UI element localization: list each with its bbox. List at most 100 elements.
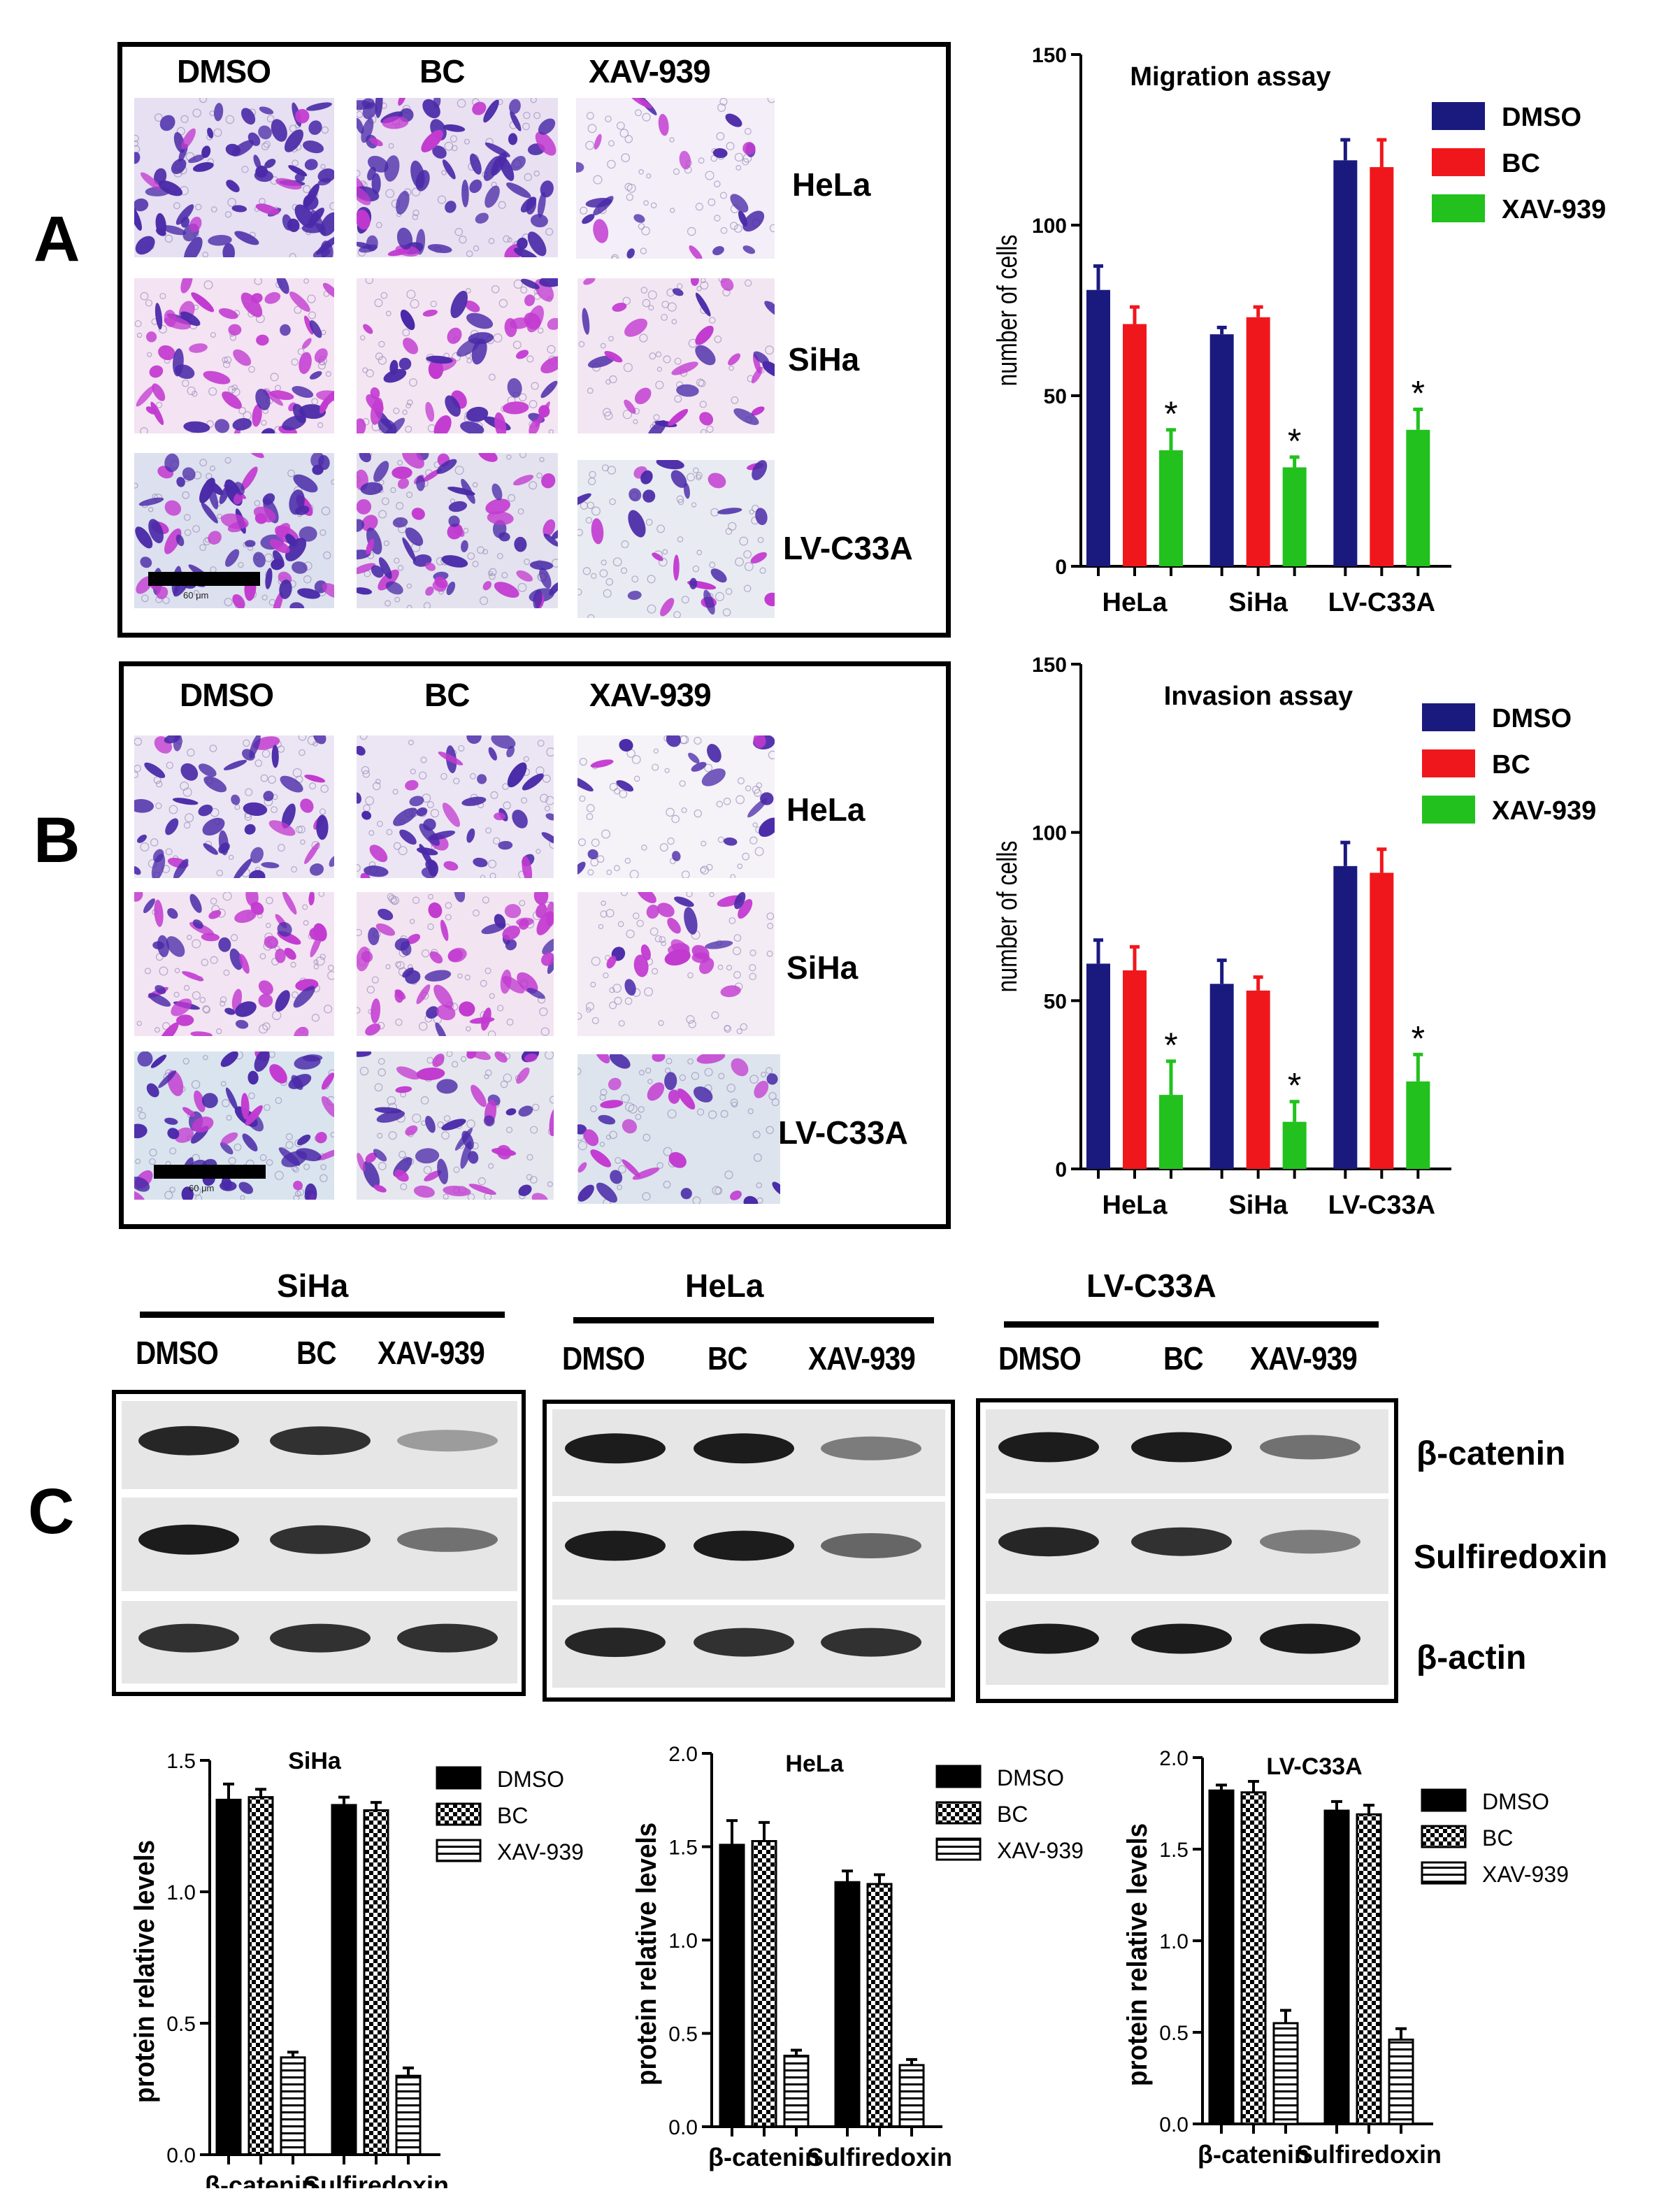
bar-bc [1240,1791,1267,2125]
bar-dmso [1086,963,1110,1169]
blot-title-underline [1004,1321,1379,1328]
hela-protein-chart: 0.0 0.5 1.0 1.5 2.0 protein relative levels He… [631,1743,1084,2171]
protein-band [694,1530,794,1561]
y-tick-label: 0.5 [668,2023,698,2046]
y-axis-label: number of cells [991,235,1023,387]
y-tick-label: 1.0 [1159,1930,1189,1953]
y-tick-label: 0 [1055,556,1067,579]
legend-swatch [1422,703,1475,731]
x-category-label: LV-C33A [1328,1191,1435,1220]
bar-bc [866,1883,893,2128]
chart-title: LV-C33A [1266,1753,1362,1780]
y-tick-label: 0 [1055,1158,1067,1182]
x-category-label: Sulfiredoxin [1296,2140,1442,2169]
micrograph-image [134,278,334,433]
micrograph-image [134,98,334,257]
legend-swatch [935,1765,982,1788]
blot-title-underline [573,1317,934,1323]
x-category-label: Sulfiredoxin [807,2143,952,2171]
scale-bar-label: 60 μm [189,1183,215,1193]
legend-swatch [436,1766,482,1790]
legend-swatch [1421,1825,1467,1848]
column-header-bc: BC [424,677,470,713]
lane-label-xav939: XAV-939 [808,1340,916,1377]
protein-band [998,1623,1099,1654]
legend-label: BC [1482,1825,1513,1851]
bar-xav939 [1406,429,1430,566]
legend-swatch [1432,194,1485,222]
lane-label-bc: BC [296,1335,337,1371]
legend-swatch [1421,1861,1467,1885]
blot-strip [986,1601,1388,1685]
y-tick-label: 0.5 [1159,2022,1189,2045]
bar-xav939 [1406,1081,1430,1169]
protein-band [565,1433,666,1464]
legend-label: BC [997,1802,1028,1827]
y-axis-label: protein relative levels [129,1840,161,2103]
micrograph-image [577,278,775,433]
legend-label: XAV-939 [997,1838,1084,1863]
protein-band [138,1425,239,1456]
panel-b-micrograph-box: DMSO BC XAV-939 HeLa SiHa LV-C33A [119,661,951,1229]
lane-label-dmso: DMSO [136,1335,219,1371]
micrograph-image [357,735,554,878]
chart-title: Migration assay [1130,62,1330,92]
micrograph-image [577,892,775,1036]
significance-star: * [1288,422,1301,461]
y-tick-label: 1.5 [668,1837,698,1860]
bar-dmso [1208,1789,1235,2125]
lane-label-dmso: DMSO [562,1340,645,1377]
bar-xav939 [1388,2038,1414,2125]
bar-dmso [1209,984,1234,1169]
protein-band [1131,1527,1232,1556]
x-category-label: β-catenin [708,2143,820,2171]
panel-a-micrograph-box: DMSO BC XAV-939 HeLa SiHa LV-C33A [117,42,951,638]
micrograph-image [357,892,554,1036]
blot-strip [986,1499,1388,1594]
y-tick-label: 2.0 [1159,1747,1189,1770]
protein-band [1131,1623,1232,1654]
micrograph-image [577,735,775,878]
y-tick-label: 0.0 [1159,2113,1189,2136]
y-axis-label: protein relative levels [1122,1823,1154,2086]
bar-bc [1356,1813,1382,2125]
scale-bar [154,1165,266,1179]
bar-xav939 [1159,450,1183,566]
column-header-dmso: DMSO [177,53,271,89]
scale-bar [148,572,260,586]
legend-label: XAV-939 [1492,796,1596,826]
chart-title: HeLa [785,1751,844,1777]
legend-swatch [1421,1788,1467,1812]
protein-band [1260,1435,1360,1460]
invasion-assay-chart: 0 50 100 150 number of cells Invasion assay * H… [991,654,1597,1220]
panel-label-b: B [34,805,80,876]
y-tick-label: 100 [1032,215,1067,238]
blot-title-siha: SiHa [277,1267,349,1304]
blot-strip [552,1605,945,1688]
lane-label-xav939: XAV-939 [1250,1340,1358,1377]
x-category-label: Sulfiredoxin [303,2171,449,2188]
protein-band [821,1436,921,1460]
protein-band [138,1623,239,1653]
significance-star: * [1164,394,1177,433]
protein-band [694,1433,794,1464]
legend-swatch [1422,796,1475,824]
bar-dmso [1209,334,1234,566]
micrograph-image [357,453,558,608]
siha-protein-chart: 0.0 0.5 1.0 1.5 protein relative levels SiHa β… [129,1748,584,2188]
bar-xav939 [1272,2022,1299,2125]
y-tick-label: 150 [1032,654,1067,677]
bar-dmso [1333,160,1358,566]
bar-bc [751,1839,777,2128]
micrograph-image [576,98,775,259]
legend-label: DMSO [497,1767,564,1792]
legend-label: BC [1502,149,1540,178]
y-tick-label: 100 [1032,822,1067,845]
protein-band [565,1628,666,1658]
legend-label: XAV-939 [1482,1862,1569,1887]
y-tick-label: 150 [1032,44,1067,67]
column-header-dmso: DMSO [180,677,274,713]
y-tick-label: 0.5 [166,2013,196,2036]
y-tick-label: 1.5 [1159,1839,1189,1862]
bar-xav939 [783,2055,810,2128]
